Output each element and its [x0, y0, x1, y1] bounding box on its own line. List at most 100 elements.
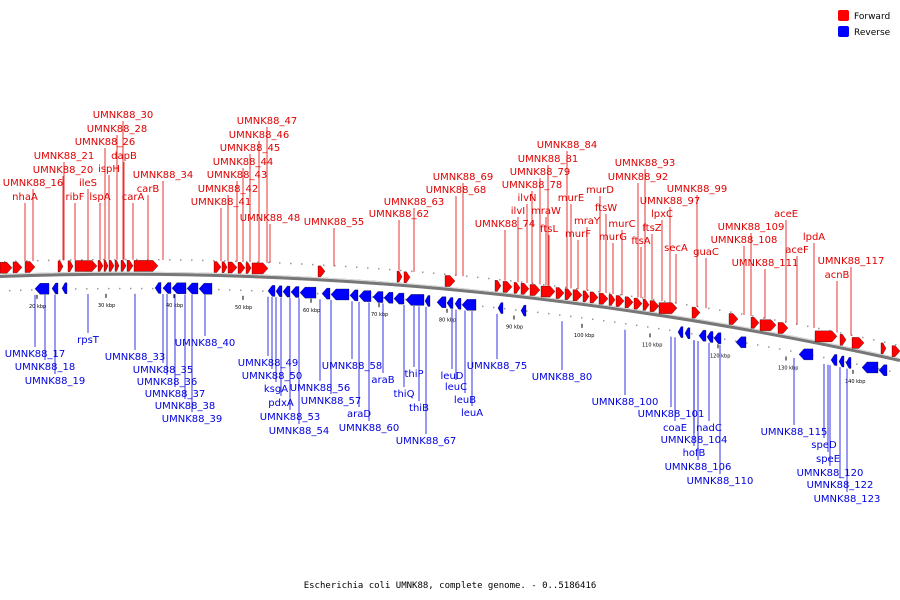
gene-label-umnk88-41: UMNK88_41 [191, 197, 251, 208]
gene-label-umnk88-67: UMNK88_67 [396, 436, 456, 447]
forward-gene-arrow [520, 283, 530, 295]
forward-gene-arrow [108, 260, 115, 272]
guide-dot [86, 288, 88, 290]
reverse-gene-arrow [520, 304, 527, 317]
guide-dot [763, 317, 765, 319]
gene-label-umnk88-63: UMNK88_63 [384, 197, 444, 208]
guide-dot [851, 334, 853, 336]
guide-dot [609, 292, 611, 294]
guide-dot [559, 314, 561, 316]
guide-dot [592, 318, 594, 320]
guide-dot [229, 289, 231, 291]
reverse-gene-arrow [436, 296, 447, 308]
guide-dot [664, 300, 666, 303]
forward-gene-arrow [839, 334, 847, 346]
forward-gene-arrow [649, 300, 660, 312]
reverse-gene-arrow [393, 292, 405, 305]
reverse-gene-arrow [677, 326, 684, 338]
tick-label: 70 kbp [371, 312, 388, 318]
gene-label-pdxa: pdxA [268, 398, 294, 409]
guide-dot [537, 311, 539, 314]
guide-dot [389, 268, 391, 271]
gene-label-umnk88-62: UMNK88_62 [369, 209, 429, 220]
reverse-gene-arrow [171, 282, 187, 294]
gene-label-umnk88-49: UMNK88_49 [238, 358, 298, 369]
tick-label: 140 kbp [845, 379, 865, 385]
gene-label-umnk88-47: UMNK88_47 [237, 116, 297, 127]
guide-dot [862, 336, 864, 339]
guide-dot [499, 278, 501, 281]
gene-label-umnk88-92: UMNK88_92 [608, 172, 668, 183]
reverse-gene-arrow [321, 287, 331, 300]
guide-dot [279, 262, 281, 264]
guide-dot [774, 319, 776, 321]
guide-dot [48, 259, 50, 262]
reverse-gene-arrow [446, 297, 454, 309]
guide-dot [504, 307, 506, 310]
gene-label-umnk88-120: UMNK88_120 [797, 468, 864, 479]
reverse-legend-label: Reverse [854, 28, 891, 38]
gene-label-umnk88-37: UMNK88_37 [145, 389, 205, 400]
guide-dot [708, 307, 710, 310]
guide-dot [240, 289, 242, 292]
gene-label-umnk88-19: UMNK88_19 [25, 376, 85, 387]
guide-dot [246, 260, 248, 263]
tick-label: 50 kbp [235, 305, 252, 311]
guide-dot [75, 288, 77, 290]
gene-label-umnk88-30: UMNK88_30 [93, 110, 153, 121]
reverse-gene-arrow [838, 355, 845, 368]
guide-dot [400, 269, 402, 272]
guide-dot [647, 326, 649, 328]
gene-label-umnk88-75: UMNK88_75 [467, 361, 527, 372]
guide-dot [686, 304, 688, 306]
reverse-gene-arrow [349, 289, 359, 302]
guide-dot [757, 344, 759, 346]
tick-label: 90 kbp [506, 325, 523, 331]
guide-dot [202, 259, 204, 262]
gene-label-umnk88-109: UMNK88_109 [718, 222, 785, 233]
forward-gene-arrow [221, 261, 228, 273]
guide-dot [636, 324, 638, 327]
gene-label-umnk88-81: UMNK88_81 [518, 154, 578, 165]
forward-gene-arrow [624, 296, 634, 308]
guide-dot [301, 263, 303, 265]
gene-label-umnk88-42: UMNK88_42 [198, 184, 258, 195]
reverse-gene-arrow [845, 357, 852, 369]
gene-label-murd: murD [586, 185, 614, 196]
reverse-gene-arrow [698, 330, 707, 342]
gene-label-umnk88-79: UMNK88_79 [510, 167, 570, 178]
guide-dot [581, 317, 583, 319]
gene-label-umnk88-55: UMNK88_55 [304, 217, 364, 228]
gene-label-umnk88-48: UMNK88_48 [240, 213, 300, 224]
guide-dot [719, 309, 721, 311]
reverse-gene-arrow [461, 299, 477, 311]
guide-dot [614, 321, 616, 323]
gene-label-umnk88-39: UMNK88_39 [162, 414, 222, 425]
guide-dot [735, 340, 737, 342]
gene-label-umnk88-53: UMNK88_53 [260, 412, 320, 423]
gene-label-umnk88-50: UMNK88_50 [242, 371, 302, 382]
forward-gene-arrow [317, 265, 326, 278]
guide-dot [526, 310, 528, 312]
tick-label: 130 kbp [778, 366, 798, 372]
backbone-line [0, 271, 900, 362]
gene-label-umnk88-56: UMNK88_56 [290, 383, 350, 394]
guide-dot [251, 289, 253, 292]
reverse-gene-labels: UMNK88_17 UMNK88_18 UMNK88_19 rpsT UMNK88_33… [5, 293, 880, 505]
guide-dot [554, 285, 556, 287]
guide-dot [818, 327, 820, 330]
guide-dot [884, 341, 886, 343]
guide-dot [691, 333, 693, 335]
forward-gene-arrow [615, 295, 625, 307]
tick-label: 80 kbp [439, 318, 456, 324]
gene-label-acnb: acnB [825, 270, 850, 281]
forward-gene-arrow [237, 262, 246, 274]
guide-dot [125, 258, 127, 261]
gene-label-leua: leuA [461, 408, 483, 419]
gene-label-umnk88-35: UMNK88_35 [133, 365, 193, 376]
guide-dot [488, 277, 490, 280]
forward-gene-arrow [564, 288, 573, 300]
guide-dot [482, 305, 484, 308]
gene-label-umnk88-38: UMNK88_38 [155, 401, 215, 412]
gene-label-lpda: lpdA [803, 232, 825, 243]
